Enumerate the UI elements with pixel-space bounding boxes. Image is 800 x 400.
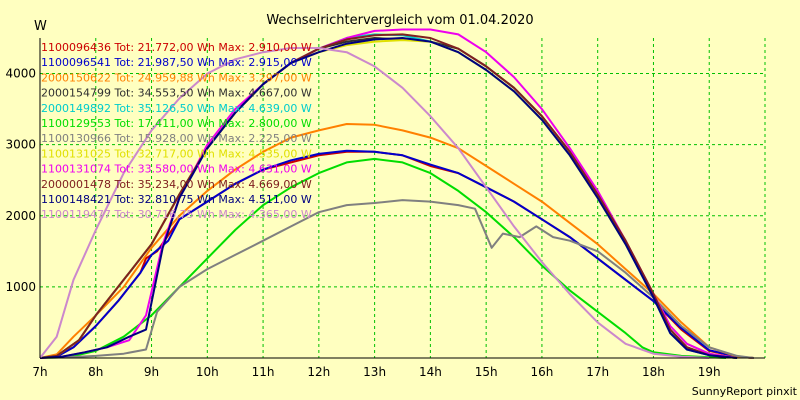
series-line-6 bbox=[39, 157, 727, 359]
legend-entry-11: 1100148421 Tot: 32.810,75 Wh Max: 4.511,… bbox=[41, 193, 312, 206]
x-tick-label: 10h bbox=[196, 365, 219, 379]
legend-entry-4: 2000154799 Tot: 34.553,50 Wh Max: 4.667,… bbox=[41, 87, 312, 100]
x-tick-label: 7h bbox=[32, 365, 47, 379]
x-tick-label: 14h bbox=[419, 365, 442, 379]
series-line-7 bbox=[39, 199, 754, 359]
x-tick-label: 13h bbox=[363, 365, 386, 379]
series-line-11 bbox=[39, 37, 738, 359]
x-tick-label: 8h bbox=[88, 365, 103, 379]
y-tick-label: 3000 bbox=[5, 138, 36, 152]
grid-layer bbox=[40, 38, 766, 358]
y-tick-label: 2000 bbox=[5, 209, 36, 223]
x-tick-label: 11h bbox=[252, 365, 275, 379]
x-tick-label: 16h bbox=[530, 365, 553, 379]
legend-entry-5: 2000149892 Tot: 35.126,50 Wh Max: 4.639,… bbox=[41, 102, 312, 115]
x-tick-label: 9h bbox=[144, 365, 159, 379]
series-line-10 bbox=[39, 33, 738, 359]
y-tick-label: 1000 bbox=[5, 280, 36, 294]
axis-layer: 7h 8h 9h 10h 11h 12h 13h 14h 15h 16h 17h 18h 19h 1000… bbox=[5, 38, 765, 379]
legend-entry-10: 2000001478 Tot: 35.234,00 Wh Max: 4.669,… bbox=[41, 178, 312, 191]
legend-entry-1: 1100096436 Tot: 21.772,00 Wh Max: 2.910,… bbox=[41, 41, 312, 54]
chart-title: Wechselrichtervergleich vom 01.04.2020 bbox=[266, 13, 533, 28]
legend-entry-8: 1100131025 Tot: 32.717,00 Wh Max: 4.535,… bbox=[41, 147, 312, 160]
legend-entry-3: 2000150622 Tot: 24.959,88 Wh Max: 3.297,… bbox=[41, 71, 312, 84]
legend-entry-6: 1100129553 Tot: 17.411,00 Wh Max: 2.800,… bbox=[41, 117, 312, 130]
y-tick-label: 4000 bbox=[5, 67, 36, 81]
legend: 1100096436 Tot: 21.772,00 Wh Max: 2.910,… bbox=[41, 41, 312, 221]
legend-entry-2: 1100096541 Tot: 21.987,50 Wh Max: 2.915,… bbox=[41, 56, 312, 69]
legend-entry-9: 1100131074 Tot: 33.580,00 Wh Max: 4.631,… bbox=[41, 163, 312, 176]
credit-label: SunnyReport pinxit bbox=[692, 385, 798, 398]
x-tick-label: 18h bbox=[642, 365, 665, 379]
legend-entry-7: 1100130966 Tot: 15.928,00 Wh Max: 2.225,… bbox=[41, 132, 312, 145]
y-axis-unit-label: W bbox=[34, 19, 47, 34]
series-line-12 bbox=[39, 47, 710, 359]
x-tick-label: 17h bbox=[586, 365, 609, 379]
series-line-2 bbox=[39, 149, 754, 359]
series-line-3 bbox=[39, 123, 754, 359]
x-tick-label: 12h bbox=[307, 365, 330, 379]
x-tick-label: 19h bbox=[698, 365, 721, 379]
x-tick-label: 15h bbox=[475, 365, 498, 379]
series-layer bbox=[39, 28, 754, 359]
legend-entry-12: 1100119477 Tot: 30.716,75 Wh Max: 4.365,… bbox=[41, 208, 312, 221]
